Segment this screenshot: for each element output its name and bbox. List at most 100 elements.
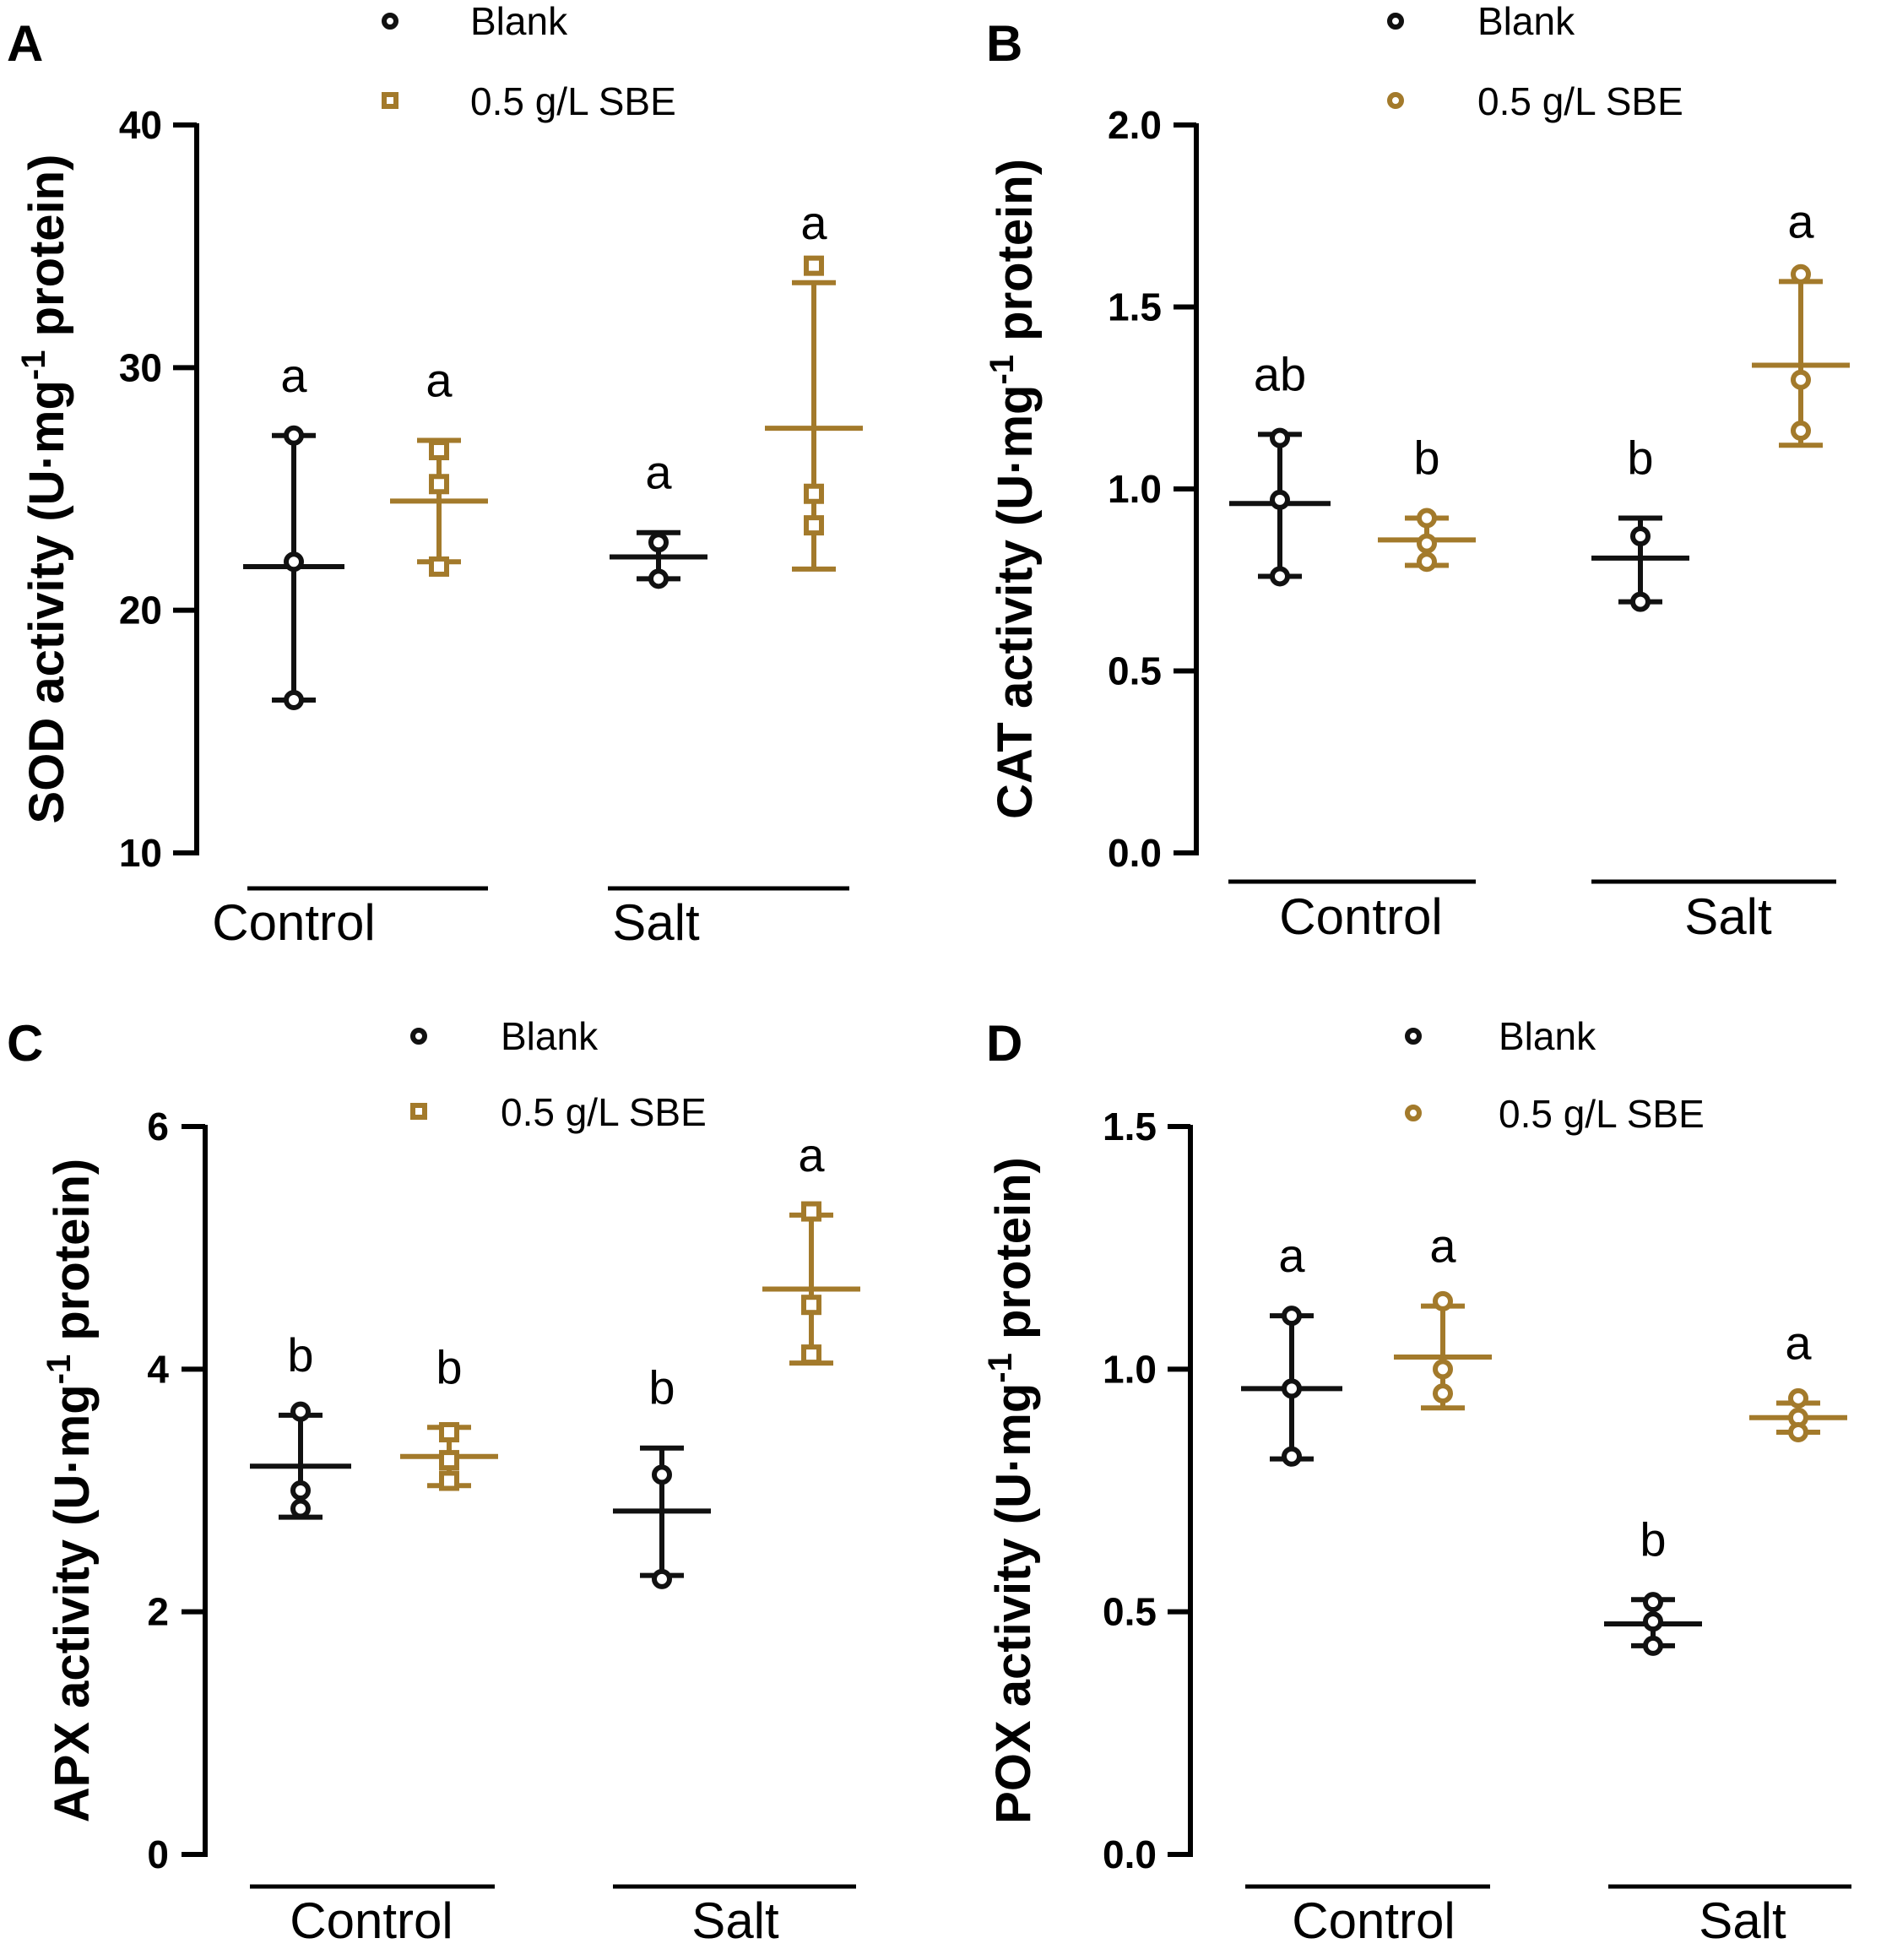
legend: Blank 0.5 g/L SBE (382, 0, 676, 123)
data-point (1630, 526, 1651, 547)
y-tick-label: 10 (119, 831, 162, 875)
data-point (1270, 566, 1290, 587)
data-point (1270, 427, 1290, 448)
data-point (429, 474, 449, 495)
data-point (439, 1422, 459, 1443)
legend-marker-blank (1405, 1028, 1422, 1045)
data-point (290, 1480, 311, 1501)
significance-letter: a (800, 196, 827, 249)
significance-letter: b (1627, 431, 1653, 484)
panel-c: C 0 2 4 6 APX activity (U·mg-1 protein) Contro… (7, 1014, 860, 1949)
legend-label-sbe: 0.5 g/L SBE (1499, 1092, 1705, 1136)
legend-marker-blank (410, 1028, 427, 1045)
y-tick-label: 40 (119, 103, 162, 147)
data-point (284, 425, 304, 446)
significance-letter: a (1785, 1317, 1812, 1370)
significance-letter: a (1787, 194, 1814, 247)
y-tick-label: 0.0 (1103, 1832, 1157, 1876)
legend-label-sbe: 0.5 g/L SBE (501, 1090, 707, 1134)
series-point-blank: b (613, 1361, 711, 1589)
series-point-blank: a (610, 446, 707, 589)
legend-label-blank: Blank (470, 0, 568, 43)
significance-letter: a (798, 1128, 825, 1181)
data-point (290, 1498, 311, 1519)
panel-letter: D (986, 1015, 1022, 1072)
significance-letter: a (1429, 1219, 1456, 1273)
series-point-sbe: a (1394, 1219, 1492, 1411)
x-category-label: Control (1279, 888, 1442, 945)
legend-label-blank: Blank (1499, 1014, 1596, 1058)
legend-marker-sbe (410, 1103, 427, 1120)
panel-letter: A (7, 15, 43, 72)
y-axis-title-sup: -1 (41, 1355, 78, 1385)
data-point (290, 1401, 311, 1422)
y-tick-label: 1.0 (1103, 1347, 1157, 1391)
series-point-sbe: a (765, 196, 863, 572)
y-axis-title-main: CAT activity (U·mg (988, 385, 1043, 820)
series-point-sbe: b (400, 1340, 498, 1491)
data-point (1788, 1387, 1808, 1409)
x-category-label: Control (1292, 1892, 1455, 1949)
legend-marker-sbe (382, 92, 398, 109)
y-axis-title-main: SOD activity (U·mg (19, 380, 74, 823)
legend: Blank 0.5 g/L SBE (410, 1014, 707, 1134)
data-point (439, 1450, 459, 1471)
y-axis-title-main: POX activity (U·mg (986, 1383, 1041, 1824)
series-point-sbe: a (1752, 194, 1850, 448)
series-point-sbe: a (390, 354, 488, 577)
panel-letter: C (7, 1015, 43, 1072)
data-point (801, 1201, 821, 1222)
legend-marker-blank (382, 13, 398, 30)
data-point (1417, 533, 1437, 554)
x-category-label: Control (212, 894, 375, 951)
legend: Blank 0.5 g/L SBE (1405, 1014, 1705, 1136)
y-axis-title-sup: -1 (984, 355, 1021, 385)
series-point-blank: ab (1229, 347, 1331, 587)
x-category-label: Salt (691, 1892, 779, 1949)
significance-letter: a (280, 349, 307, 402)
significance-letter: b (436, 1340, 462, 1393)
y-axis-title: POX activity (U·mg-1 protein) (982, 1157, 1041, 1824)
y-axis-title-sup: -1 (15, 350, 52, 381)
data-point (801, 1344, 821, 1365)
data-point (439, 1470, 459, 1491)
data-point (1282, 1446, 1302, 1467)
significance-letter: b (1413, 431, 1439, 484)
data-point (652, 1464, 672, 1485)
series-point-blank: b (250, 1328, 351, 1520)
data-point (1643, 1592, 1663, 1613)
panel-d: D 0.0 0.5 1.0 1.5 POX activity (U·mg-1 protei… (982, 1014, 1851, 1949)
y-axis-title: SOD activity (U·mg-1 protein) (15, 155, 74, 824)
data-point (804, 483, 824, 504)
data-point (1433, 1290, 1453, 1311)
legend-label-blank: Blank (1477, 0, 1575, 43)
y-tick-label: 2 (147, 1590, 169, 1634)
y-tick-label: 20 (119, 589, 162, 633)
data-point (429, 556, 449, 577)
data-point (1791, 421, 1811, 442)
series-point-sbe: a (762, 1128, 860, 1366)
y-axis-title-tail: protein) (986, 1157, 1041, 1353)
y-tick-label: 0.5 (1108, 649, 1162, 693)
data-point (1643, 1611, 1663, 1632)
data-point (1433, 1359, 1453, 1380)
y-tick-label: 2.0 (1108, 103, 1162, 147)
legend-label-sbe: 0.5 g/L SBE (1477, 79, 1683, 123)
series-point-sbe: b (1378, 431, 1476, 573)
y-tick-label: 1.5 (1108, 285, 1162, 329)
series-point-sbe: a (1749, 1317, 1847, 1443)
data-point (1417, 551, 1437, 573)
legend-label-blank: Blank (501, 1014, 599, 1058)
series-point-blank: a (243, 349, 344, 710)
data-point (804, 515, 824, 536)
data-point (1417, 508, 1437, 529)
y-tick-label: 6 (147, 1105, 169, 1148)
legend-label-sbe: 0.5 g/L SBE (470, 79, 676, 123)
y-axis-title-tail: protein) (45, 1159, 100, 1355)
data-point (429, 440, 449, 461)
legend-marker-blank (1387, 13, 1404, 30)
data-point (1282, 1378, 1302, 1399)
data-point (284, 551, 304, 573)
x-category-label: Salt (612, 894, 700, 951)
